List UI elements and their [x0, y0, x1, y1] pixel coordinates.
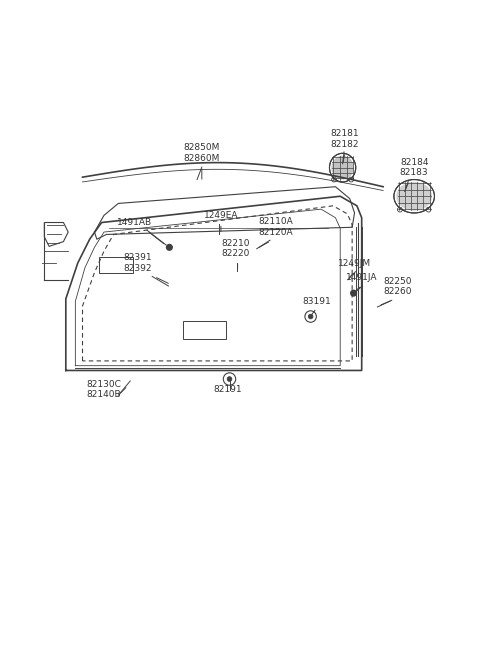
- Text: 82181
82182: 82181 82182: [331, 129, 360, 149]
- Circle shape: [167, 244, 172, 250]
- Text: 82391
82392: 82391 82392: [123, 253, 152, 272]
- Circle shape: [308, 314, 313, 319]
- Text: 82110A
82120A: 82110A 82120A: [258, 217, 293, 237]
- Text: 82191: 82191: [214, 385, 242, 394]
- Ellipse shape: [331, 156, 354, 179]
- Text: 82184
82183: 82184 82183: [400, 158, 429, 177]
- Text: 83191: 83191: [302, 297, 331, 306]
- Text: 1249JM: 1249JM: [338, 259, 371, 268]
- Text: 82250
82260: 82250 82260: [383, 277, 412, 297]
- Circle shape: [227, 377, 232, 381]
- Ellipse shape: [396, 182, 432, 210]
- Text: 1491JA: 1491JA: [346, 273, 377, 282]
- Text: 1491AB: 1491AB: [118, 218, 153, 227]
- Circle shape: [351, 290, 357, 296]
- Text: 82850M
82860M: 82850M 82860M: [184, 143, 220, 163]
- Text: 82210
82220: 82210 82220: [221, 239, 250, 258]
- Text: 82130C
82140B: 82130C 82140B: [86, 380, 121, 399]
- Text: 1249EA: 1249EA: [204, 211, 238, 220]
